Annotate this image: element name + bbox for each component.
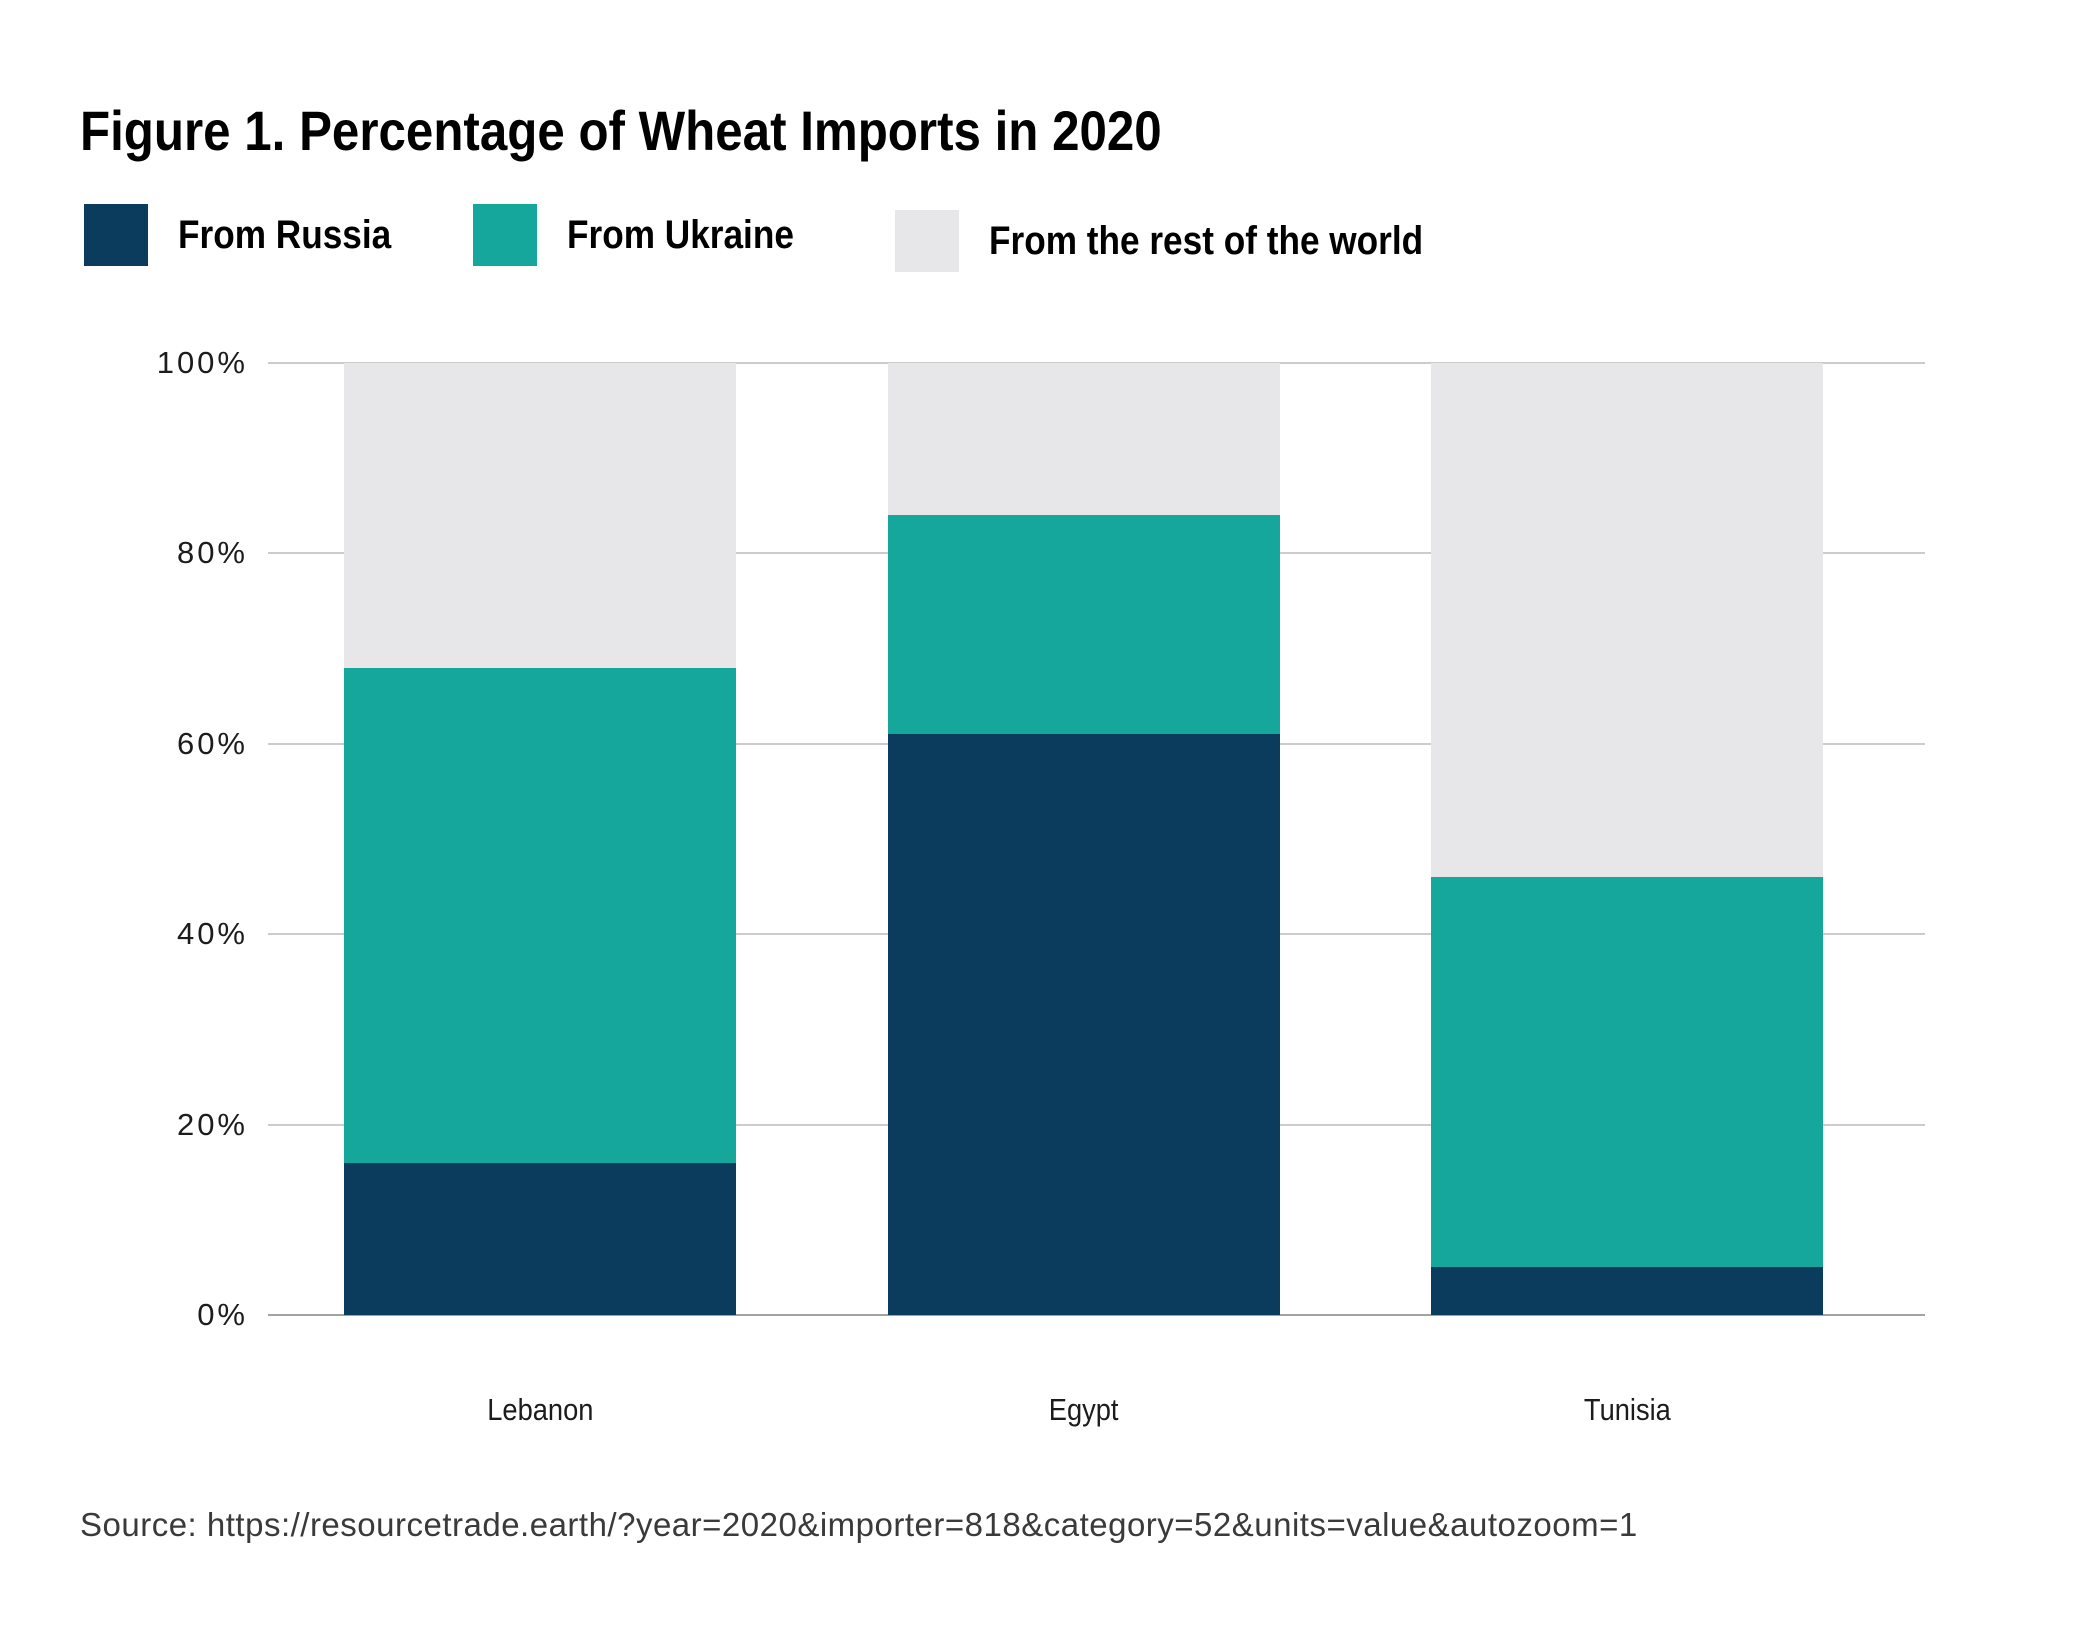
bar-egypt: [888, 363, 1280, 1315]
y-tick-label-0: 0%: [197, 1297, 248, 1332]
bar-segment-lebanon-from-ukraine: [344, 667, 736, 1163]
y-tick-label-60: 60%: [176, 725, 248, 761]
y-tick-label-100: 100%: [156, 345, 248, 380]
legend-label-rest-of-world: From the rest of the world: [989, 219, 1424, 263]
x-label-text-tunisia: Tunisia: [1583, 1392, 1671, 1427]
y-tick-label-80: 80%: [176, 535, 248, 571]
legend-label-ukraine: From Ukraine: [567, 213, 794, 257]
x-label-text-lebanon: Lebanon: [486, 1392, 594, 1427]
legend-label-russia: From Russia: [178, 213, 392, 257]
gridline-0: [268, 1314, 1925, 1316]
bar-segment-egypt-from-russia: [888, 734, 1280, 1315]
bar-segment-lebanon-from-the-rest-of-the-world: [344, 363, 736, 668]
x-label-lebanon: Lebanon: [344, 1392, 736, 1428]
y-tick-label-20: 20%: [176, 1106, 248, 1142]
legend-swatch-ukraine: [473, 204, 537, 266]
x-label-tunisia: Tunisia: [1431, 1392, 1823, 1428]
bar-segment-egypt-from-ukraine: [888, 515, 1280, 735]
bar-segment-lebanon-from-russia: [344, 1162, 736, 1315]
bar-segment-tunisia-from-the-rest-of-the-world: [1431, 363, 1823, 878]
figure-title: Figure 1. Percentage of Wheat Imports in…: [80, 103, 1309, 159]
legend-item-ukraine: From Ukraine: [473, 204, 825, 266]
source-note: Source: https://resourcetrade.earth/?yea…: [80, 1506, 1638, 1543]
x-label-egypt: Egypt: [888, 1392, 1280, 1428]
bar-segment-tunisia-from-russia: [1431, 1267, 1823, 1315]
bar-lebanon: [344, 363, 736, 1315]
legend-swatch-rest-of-world: [895, 210, 959, 272]
legend-swatch-russia: [84, 204, 148, 266]
bar-segment-tunisia-from-ukraine: [1431, 877, 1823, 1268]
legend-item-russia: From Russia: [84, 204, 420, 266]
x-label-text-egypt: Egypt: [1049, 1392, 1119, 1427]
legend-item-rest-of-world: From the rest of the world: [895, 210, 1482, 272]
bar-tunisia: [1431, 363, 1823, 1315]
bar-segment-egypt-from-the-rest-of-the-world: [888, 363, 1280, 516]
y-tick-label-40: 40%: [176, 916, 248, 952]
figure-title-text: Figure 1. Percentage of Wheat Imports in…: [80, 99, 1162, 162]
